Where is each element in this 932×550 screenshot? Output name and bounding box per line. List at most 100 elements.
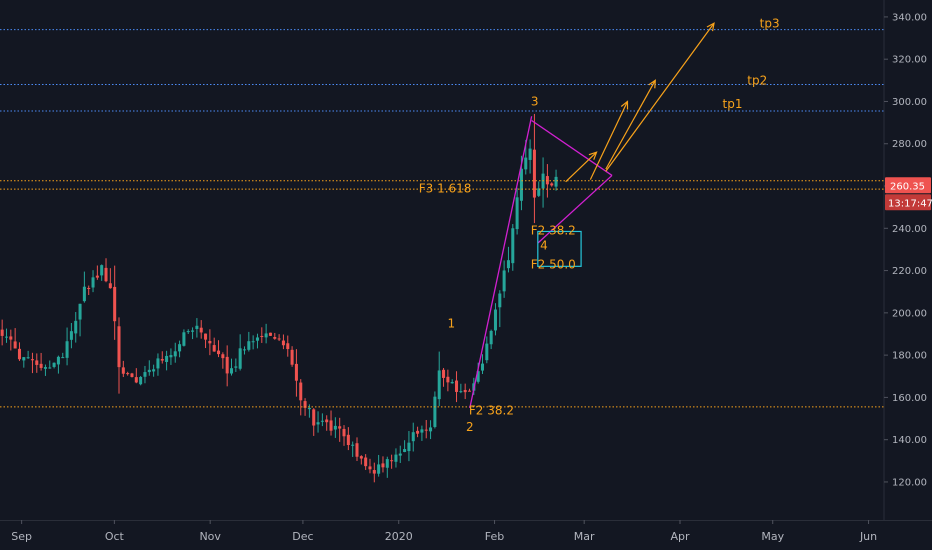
candle-60 [260,327,264,343]
countdown-label: 13:17:47 [888,198,932,209]
y-tick-label-8: 180.00 [892,351,927,362]
countdown-badge: 13:17:47 [885,194,932,211]
candle-61 [264,323,268,344]
candle-3 [13,328,17,349]
annotation-3: 3 [531,95,539,109]
candle-53 [229,358,234,376]
x-tick-label-7: Apr [670,530,690,543]
candle-119 [515,187,519,235]
y-tick-label-5: 240.00 [892,224,927,235]
candle-12 [52,362,56,369]
candle-106 [459,383,463,394]
triangle-line-1[interactable] [531,119,613,176]
candle-17 [74,312,78,343]
fib-zone-rect[interactable] [537,230,582,267]
y-tick-label-9: 160.00 [892,393,927,404]
annotation-5: F2 38.2 [531,224,576,238]
candle-36 [156,353,160,376]
projection-arrow-2[interactable] [605,79,656,170]
triangle-line-0[interactable] [469,116,533,409]
fib-zone-box[interactable] [537,230,582,267]
candle-108 [467,388,472,392]
candle-83 [359,455,363,465]
candle-50 [217,340,221,358]
candle-122 [528,139,532,174]
y-tick-label-0: 340.00 [892,12,927,23]
projection-arrows[interactable] [565,22,715,183]
x-tick-label-0: Sep [11,530,32,543]
horizontal-levels[interactable] [0,29,884,408]
candle-102 [442,367,446,387]
candle-0 [0,319,4,346]
candle-78 [338,417,342,442]
candle-90 [390,454,394,469]
candle-44 [191,327,195,340]
candle-52 [225,345,229,387]
candle-112 [485,336,489,364]
y-tick-label-6: 220.00 [892,266,927,277]
candle-77 [333,417,337,438]
candle-59 [255,333,259,349]
candle-115 [498,290,502,328]
candle-33 [143,365,147,384]
candle-13 [56,355,60,374]
candle-43 [186,329,190,334]
candle-92 [398,445,402,463]
candle-75 [325,415,329,431]
candle-41 [178,340,182,358]
candle-16 [69,322,73,349]
candle-123 [532,113,536,224]
x-tick-label-6: Mar [574,530,595,543]
y-tick-label-10: 140.00 [892,435,927,446]
candle-69 [299,379,303,416]
candle-80 [346,427,350,451]
candle-45 [195,318,199,338]
candle-128 [554,169,558,191]
projection-arrow-3[interactable] [605,22,715,172]
candle-57 [247,331,251,352]
candle-68 [294,349,298,397]
annotation-1: tp2 [747,74,767,88]
candle-34 [147,360,151,376]
candle-94 [407,431,411,462]
time-axis[interactable]: Sep Oct Nov Dec 2020 Feb Mar Apr May Jun [11,520,877,543]
current-price-label: 260.35 [890,181,925,192]
current-price-badge: 260.35 [885,177,931,194]
candle-113 [489,329,493,350]
x-tick-label-9: Jun [859,530,877,543]
candle-26 [113,265,117,340]
y-tick-label-11: 120.00 [892,477,927,488]
candle-72 [312,408,316,436]
x-tick-label-2: Nov [199,530,221,543]
candle-127 [550,182,554,187]
candle-24 [104,258,108,283]
candle-98 [424,419,428,439]
candle-87 [377,454,381,477]
y-tick-label-2: 300.00 [892,97,927,108]
candles [0,113,558,483]
candle-37 [160,351,164,364]
candle-101 [437,351,441,407]
candle-56 [242,346,247,355]
candle-49 [212,337,216,352]
candle-40 [173,342,177,363]
candle-65 [281,334,285,350]
candle-22 [95,265,99,280]
candle-7 [30,352,34,374]
projection-arrow-0[interactable] [565,151,598,183]
candle-38 [165,350,169,371]
candle-99 [429,420,433,440]
candle-103 [446,369,450,392]
candle-64 [277,334,281,342]
candle-20 [87,285,91,296]
annotation-4: F3 1.618 [419,181,472,195]
candle-116 [502,260,506,298]
candle-107 [463,383,467,400]
projection-arrow-1[interactable] [589,100,629,180]
candle-1 [4,328,9,343]
annotation-8: 1 [447,317,455,331]
y-tick-label-3: 280.00 [892,139,927,150]
candle-10 [43,364,47,376]
